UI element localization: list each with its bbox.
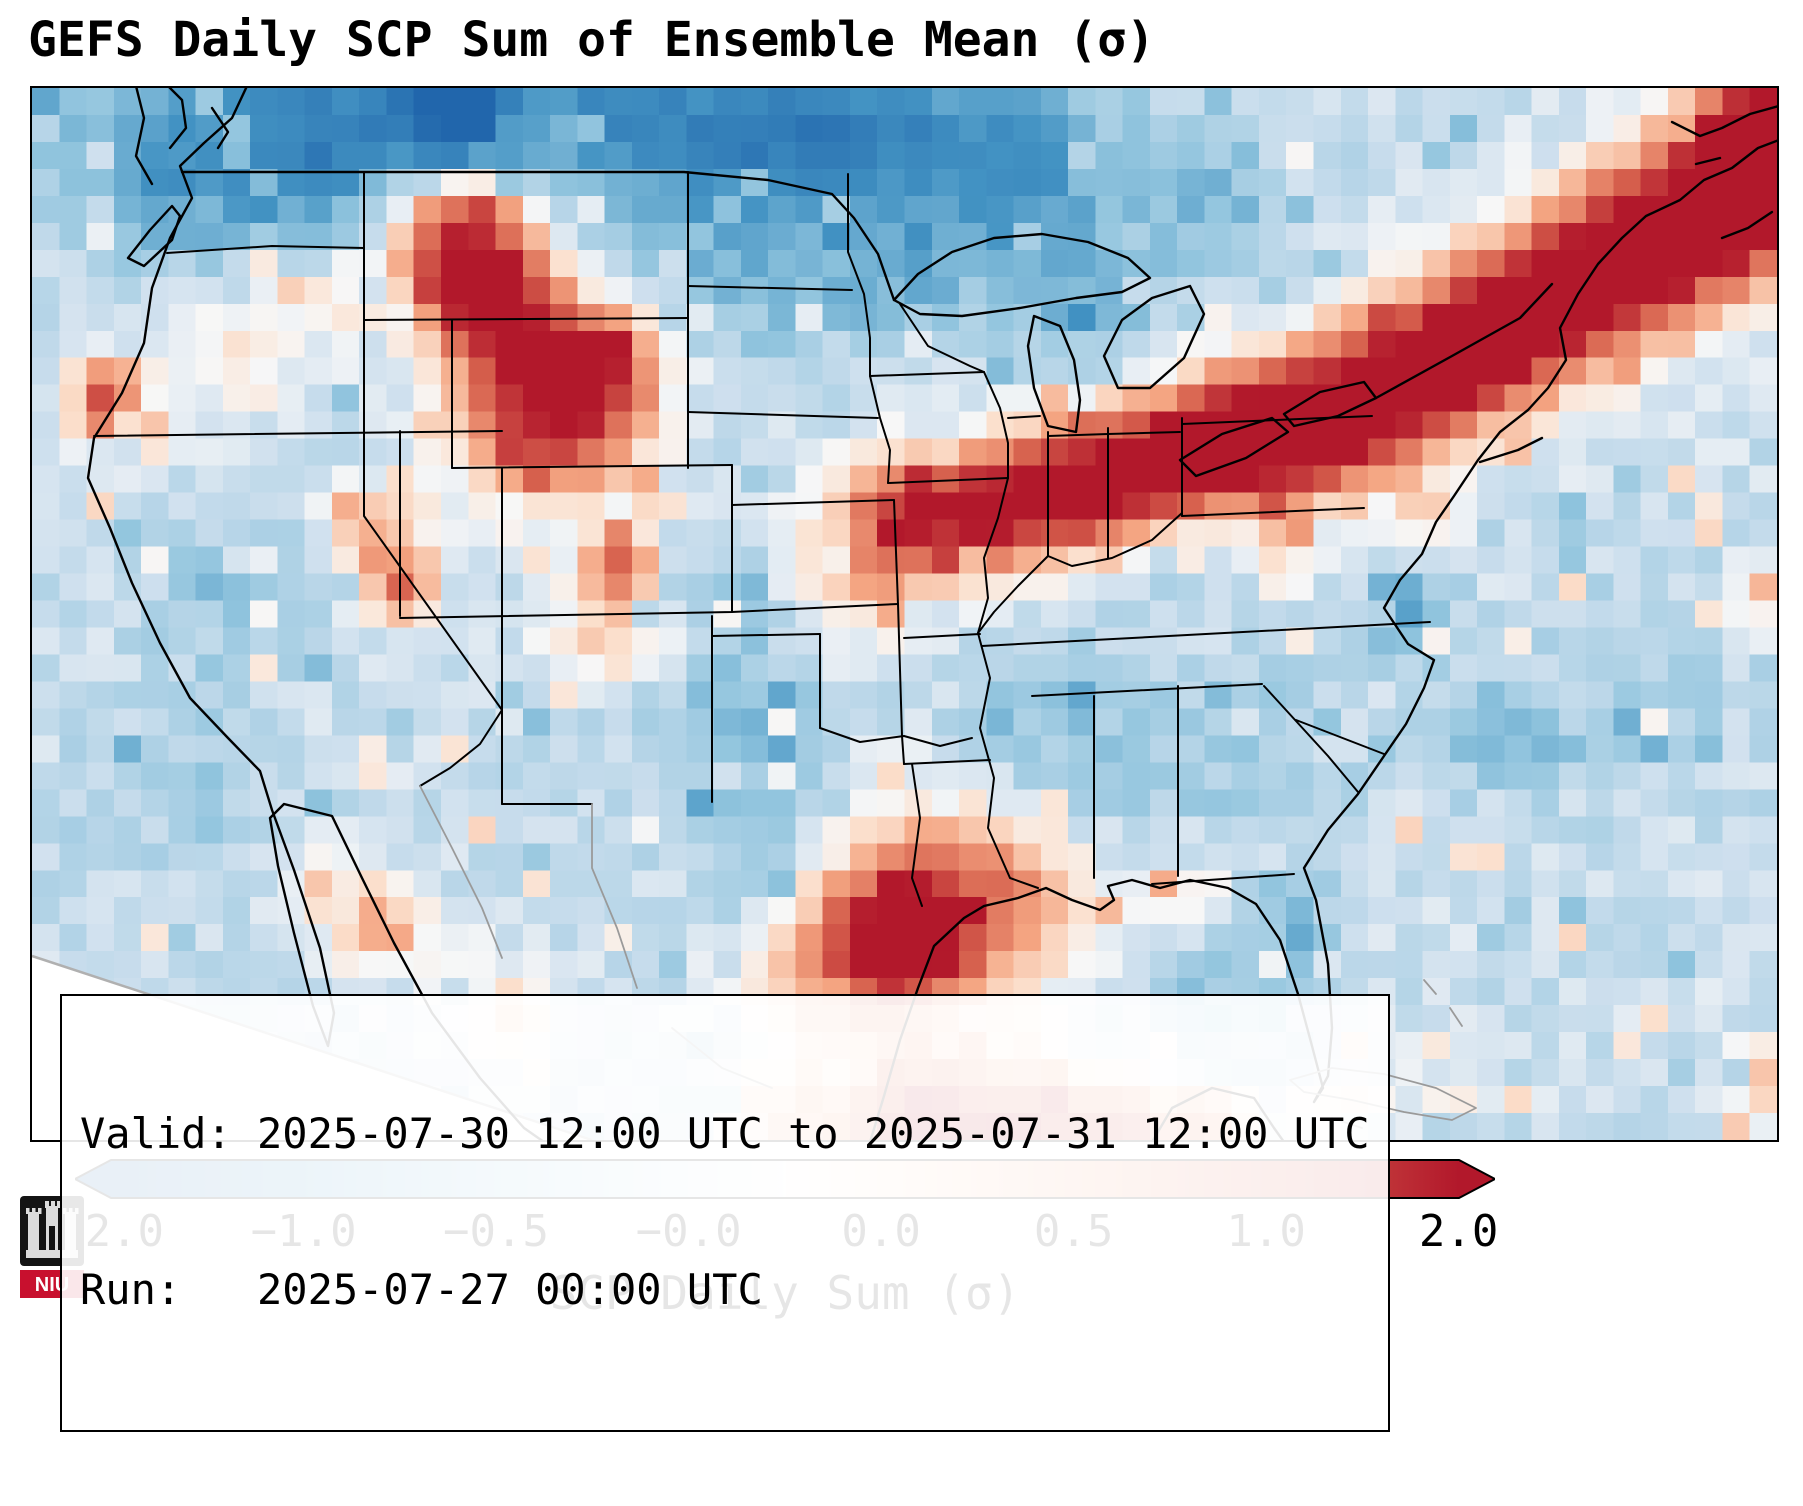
valid-run-info-box: Valid: 2025-07-30 12:00 UTC to 2025-07-3… [60,994,1390,1432]
page-title: GEFS Daily SCP Sum of Ensemble Mean (σ) [28,12,1156,68]
valid-time-line: Valid: 2025-07-30 12:00 UTC to 2025-07-3… [80,1109,1370,1158]
coastline-paths [86,88,1777,1140]
map-panel: Valid: 2025-07-30 12:00 UTC to 2025-07-3… [30,86,1779,1432]
map-canvas [32,88,1777,1140]
state-border-paths [93,171,1431,907]
run-time-line: Run: 2025-07-27 00:00 UTC [80,1265,763,1314]
colorbar-right-arrow [1459,1160,1495,1198]
tick-label: 2.0 [1418,1206,1499,1257]
